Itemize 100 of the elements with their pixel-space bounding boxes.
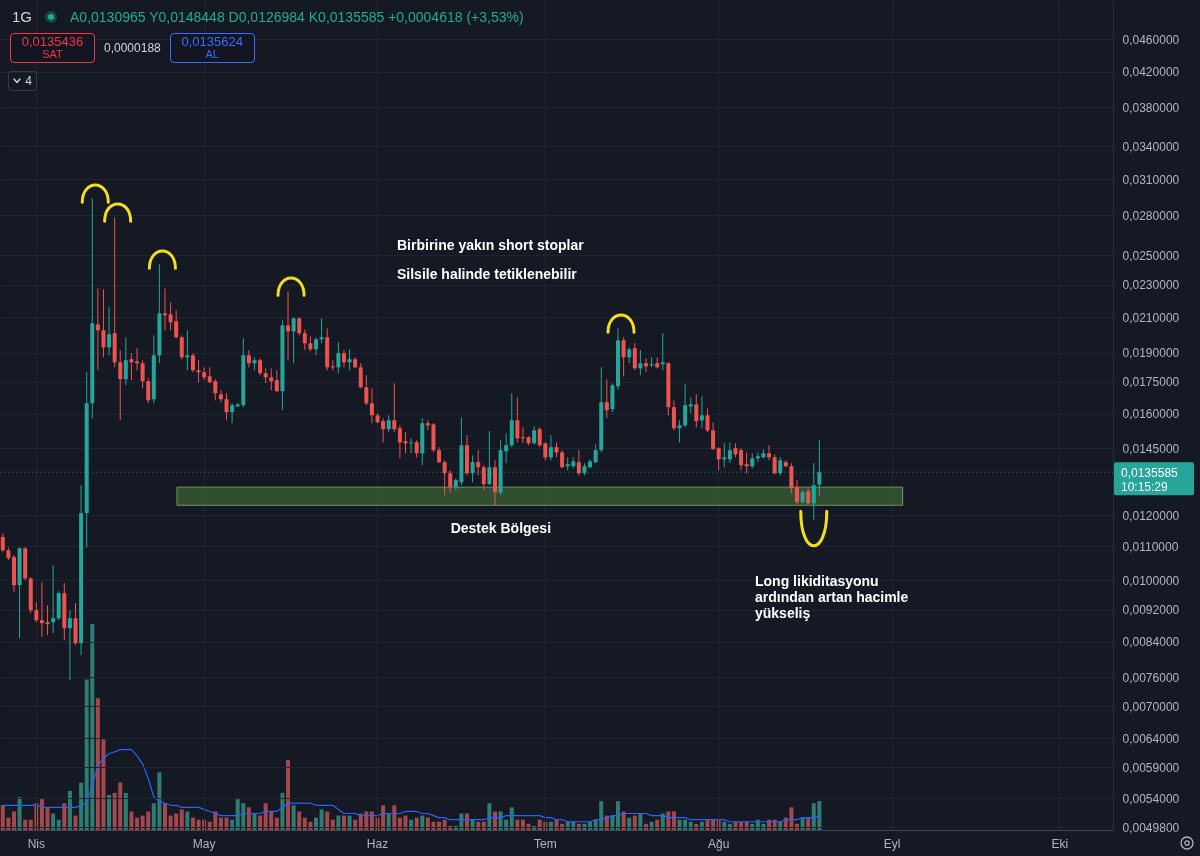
bar <box>632 815 637 830</box>
candlestick <box>336 341 341 374</box>
candlestick <box>190 352 195 373</box>
y-tick-label: 0,0420000 <box>1122 65 1180 80</box>
bar <box>666 811 671 830</box>
y-tick-label: 0,0310000 <box>1122 172 1180 187</box>
x-tick-label: Tem <box>533 836 557 851</box>
candlestick <box>246 349 251 368</box>
candlestick <box>767 444 772 461</box>
candlestick <box>560 449 565 469</box>
candlestick <box>711 421 716 451</box>
candlestick <box>795 479 799 505</box>
candlestick <box>95 287 100 371</box>
y-tick-label: 0,0049800 <box>1122 820 1180 835</box>
candlestick <box>224 392 229 421</box>
candlestick <box>185 329 190 371</box>
candlestick <box>576 449 581 476</box>
candlestick <box>442 459 447 496</box>
candlestick <box>319 317 324 344</box>
candlestick <box>772 453 777 475</box>
bar <box>67 790 72 830</box>
candlestick <box>0 532 5 553</box>
y-tick-label: 0,0054000 <box>1122 791 1180 806</box>
bar <box>17 797 22 830</box>
y-tick-label: 0,0175000 <box>1122 375 1180 390</box>
candlestick <box>604 378 609 419</box>
price-tag: 0,0135585 10:15:29 <box>1114 462 1194 496</box>
bar <box>123 792 128 830</box>
candlestick <box>39 581 44 638</box>
candlestick <box>140 359 145 389</box>
y-tick-label: 0,0340000 <box>1122 139 1180 154</box>
bar <box>11 811 16 830</box>
annotation: Birbirine yakın short stoplar <box>397 237 584 253</box>
candlestick <box>683 383 688 428</box>
candlestick <box>297 316 302 336</box>
candlestick <box>347 348 352 371</box>
annotation: Silsile halinde tetiklenebilir <box>397 266 577 282</box>
bar <box>392 805 397 830</box>
candlestick <box>716 446 721 471</box>
annotation: SAT <box>42 48 63 61</box>
candlestick <box>196 359 201 383</box>
candlestick <box>727 441 732 464</box>
bar <box>218 817 223 830</box>
candlestick <box>632 342 637 371</box>
bar <box>39 799 44 830</box>
bar <box>369 811 374 830</box>
bar <box>325 811 330 830</box>
y-tick-label: 0,0100000 <box>1122 573 1180 588</box>
candlestick <box>179 334 184 360</box>
bar <box>492 811 497 830</box>
candlestick <box>202 366 207 381</box>
bar <box>509 807 514 830</box>
candlestick <box>118 349 123 421</box>
bar <box>286 759 291 830</box>
bar <box>45 807 50 830</box>
bar <box>319 809 324 830</box>
candlestick <box>481 464 486 491</box>
bar <box>258 815 263 830</box>
buy-button: 0,0135624 AL <box>169 33 255 63</box>
candlestick <box>45 604 50 636</box>
candlestick <box>286 290 291 361</box>
bar <box>79 782 84 830</box>
y-tick-label: 0,0160000 <box>1122 407 1180 422</box>
bar <box>616 801 621 830</box>
y-tick-label: 0,0110000 <box>1122 539 1179 554</box>
candlestick <box>699 395 704 429</box>
annotation: Long likiditasyonu ardından artan hacimle yükseliş <box>755 573 910 621</box>
x-tick-label: Haz <box>366 836 389 851</box>
annotation: 0,0135436 <box>21 34 84 49</box>
y-tick-label: 0,0280000 <box>1122 208 1180 223</box>
candlestick <box>302 328 307 351</box>
text: 1G <box>12 8 33 25</box>
bar <box>336 815 341 830</box>
bar <box>341 815 346 830</box>
bar <box>107 794 112 830</box>
candlestick <box>744 451 749 474</box>
annotation: 0,0135624 <box>181 34 243 49</box>
candlestick <box>705 407 710 433</box>
band-label: Destek Bölgesi <box>450 520 552 537</box>
candlestick <box>722 442 727 468</box>
candlestick <box>364 374 369 406</box>
bar <box>627 817 632 830</box>
sell-button: 0,0135436 SAT <box>10 33 95 63</box>
y-tick-label: 0,0460000 <box>1122 32 1180 47</box>
annotation: 4 <box>25 74 32 88</box>
candlestick <box>291 316 296 364</box>
x-tick-label: Nis <box>27 836 46 851</box>
bar <box>135 817 140 830</box>
bar <box>487 803 492 830</box>
bar <box>280 792 285 830</box>
x-tick-label: Ağu <box>708 836 730 851</box>
y-tick-label: 0,0084000 <box>1122 635 1180 650</box>
candlestick <box>146 377 151 404</box>
x-tick-label: Eki <box>1051 836 1069 851</box>
candlestick <box>548 434 553 461</box>
bar <box>314 817 318 830</box>
candlestick <box>739 447 744 471</box>
y-tick-label: 0,0145000 <box>1122 441 1180 456</box>
bar <box>129 811 134 830</box>
y-tick-label: 0,0380000 <box>1122 100 1180 115</box>
